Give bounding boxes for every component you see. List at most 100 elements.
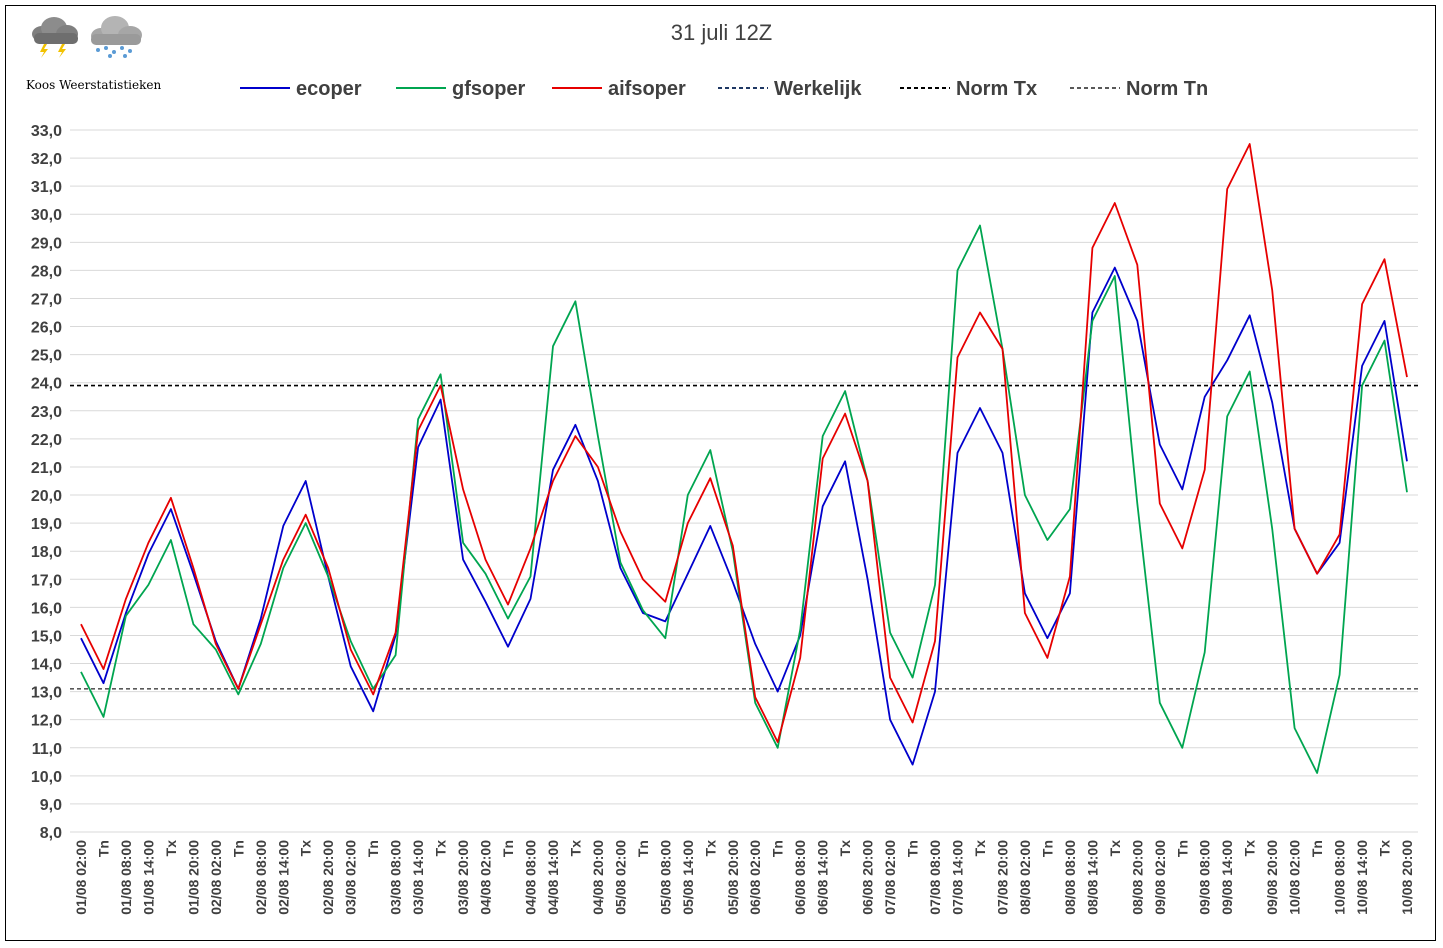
- x-tick-label: Tn: [905, 840, 921, 857]
- y-tick-label: 10,0: [31, 769, 62, 786]
- legend-label: aifsoper: [608, 78, 686, 100]
- legend-item-werkelijk: Werkelijk: [718, 78, 862, 100]
- x-tick-label: 08/08 14:00: [1084, 840, 1100, 915]
- x-tick-label: 08/08 08:00: [1062, 840, 1078, 915]
- x-tick-label: Tn: [500, 840, 516, 857]
- y-axis-tick-labels: 8,0 9,0 10,0 11,0 12,0 13,0 14,0 15,0 16,0 17,0 18…: [31, 123, 62, 842]
- x-tick-label: Tx: [702, 840, 718, 857]
- y-tick-label: 13,0: [31, 685, 62, 702]
- gridlines: [70, 129, 1418, 833]
- x-tick-label: 06/08 14:00: [815, 840, 831, 915]
- x-tick-label: 09/08 20:00: [1264, 840, 1280, 915]
- x-tick-label: 10/08 14:00: [1354, 840, 1370, 915]
- x-tick-label: 09/08 08:00: [1197, 840, 1213, 915]
- y-tick-label: 9,0: [40, 797, 62, 814]
- y-tick-label: 31,0: [31, 179, 62, 196]
- y-tick-label: 12,0: [31, 713, 62, 730]
- x-tick-label: 06/08 08:00: [792, 840, 808, 915]
- chart-title: 31 juli 12Z: [670, 20, 773, 45]
- x-tick-label: 10/08 02:00: [1287, 840, 1303, 915]
- x-tick-label: 05/08 20:00: [725, 840, 741, 915]
- legend-label: ecoper: [296, 78, 362, 100]
- y-tick-label: 21,0: [31, 460, 62, 477]
- x-tick-label: Tn: [230, 840, 246, 857]
- x-tick-label: 08/08 20:00: [1129, 840, 1145, 915]
- legend-item-gfsoper: gfsoper: [396, 78, 526, 100]
- x-tick-label: 06/08 20:00: [860, 840, 876, 915]
- y-tick-label: 24,0: [31, 376, 62, 393]
- legend-label: gfsoper: [452, 78, 526, 100]
- x-tick-label: 03/08 08:00: [388, 840, 404, 915]
- x-tick-label: 07/08 20:00: [994, 840, 1010, 915]
- x-tick-label: 01/08 14:00: [140, 840, 156, 915]
- x-tick-label: Tx: [298, 840, 314, 857]
- x-tick-label: Tn: [95, 840, 111, 857]
- x-tick-label: 03/08 02:00: [343, 840, 359, 915]
- series-line-aifsoper: [80, 143, 1408, 743]
- x-tick-label: 10/08 08:00: [1332, 840, 1348, 915]
- x-tick-label: Tx: [837, 840, 853, 857]
- x-tick-label: 10/08 20:00: [1399, 840, 1415, 915]
- x-tick-label: 07/08 08:00: [927, 840, 943, 915]
- x-tick-label: Tn: [770, 840, 786, 857]
- reference-lines: [70, 384, 1418, 690]
- legend-label: Norm Tn: [1126, 78, 1208, 100]
- logo-text: Koos Weerstatistieken: [26, 78, 161, 92]
- x-tick-label: 06/08 02:00: [747, 840, 763, 915]
- x-tick-label: Tn: [635, 840, 651, 857]
- x-tick-label: Tx: [433, 840, 449, 857]
- x-tick-label: Tx: [163, 840, 179, 857]
- x-tick-label: Tn: [1309, 840, 1325, 857]
- x-tick-label: 05/08 02:00: [612, 840, 628, 915]
- x-tick-label: 02/08 20:00: [320, 840, 336, 915]
- legend-label: Norm Tx: [956, 78, 1037, 100]
- snow-cloud-icon: [91, 16, 142, 58]
- x-tick-label: 09/08 02:00: [1152, 840, 1168, 915]
- legend-item-norm-tx: Norm Tx: [900, 78, 1037, 100]
- x-tick-label: 02/08 14:00: [275, 840, 291, 915]
- x-tick-label: 04/08 08:00: [522, 840, 538, 915]
- thunderstorm-cloud-icon: [32, 17, 78, 58]
- series-line-gfsoper: [80, 224, 1408, 774]
- legend-item-norm-tn: Norm Tn: [1070, 78, 1208, 100]
- y-tick-label: 16,0: [31, 600, 62, 617]
- x-tick-label: 09/08 14:00: [1219, 840, 1235, 915]
- y-tick-label: 11,0: [32, 741, 62, 758]
- x-tick-label: 07/08 02:00: [882, 840, 898, 915]
- x-tick-label: 01/08 02:00: [73, 840, 89, 915]
- y-tick-label: 14,0: [31, 657, 62, 674]
- x-tick-label: Tx: [1107, 840, 1123, 857]
- series-line-ecoper: [80, 266, 1408, 766]
- x-tick-label: 04/08 02:00: [478, 840, 494, 915]
- x-tick-label: 02/08 02:00: [208, 840, 224, 915]
- x-tick-label: 02/08 08:00: [253, 840, 269, 915]
- x-tick-label: 05/08 08:00: [657, 840, 673, 915]
- x-tick-label: Tx: [567, 840, 583, 857]
- x-tick-label: 01/08 08:00: [118, 840, 134, 915]
- y-tick-label: 17,0: [31, 572, 62, 589]
- x-tick-label: 08/08 02:00: [1017, 840, 1033, 915]
- x-tick-label: 03/08 14:00: [410, 840, 426, 915]
- legend-item-aifsoper: aifsoper: [552, 78, 686, 100]
- x-tick-label: Tx: [1377, 840, 1393, 857]
- y-tick-label: 30,0: [31, 207, 62, 224]
- x-tick-label: Tn: [1174, 840, 1190, 857]
- y-tick-label: 23,0: [31, 404, 62, 421]
- y-tick-label: 8,0: [40, 825, 62, 842]
- y-tick-label: 33,0: [31, 123, 62, 140]
- x-tick-label: Tn: [1039, 840, 1055, 857]
- x-tick-label: 01/08 20:00: [185, 840, 201, 915]
- x-tick-label: Tx: [972, 840, 988, 857]
- y-tick-label: 26,0: [31, 320, 62, 337]
- series-lines: [80, 143, 1408, 774]
- y-tick-label: 27,0: [31, 291, 62, 308]
- y-tick-label: 28,0: [31, 263, 62, 280]
- y-tick-label: 18,0: [31, 544, 62, 561]
- y-tick-label: 19,0: [31, 516, 62, 533]
- y-tick-label: 25,0: [31, 348, 62, 365]
- y-tick-label: 32,0: [31, 151, 62, 168]
- x-tick-label: Tx: [1242, 840, 1258, 857]
- x-tick-label: 04/08 14:00: [545, 840, 561, 915]
- chart-frame: [5, 5, 1436, 941]
